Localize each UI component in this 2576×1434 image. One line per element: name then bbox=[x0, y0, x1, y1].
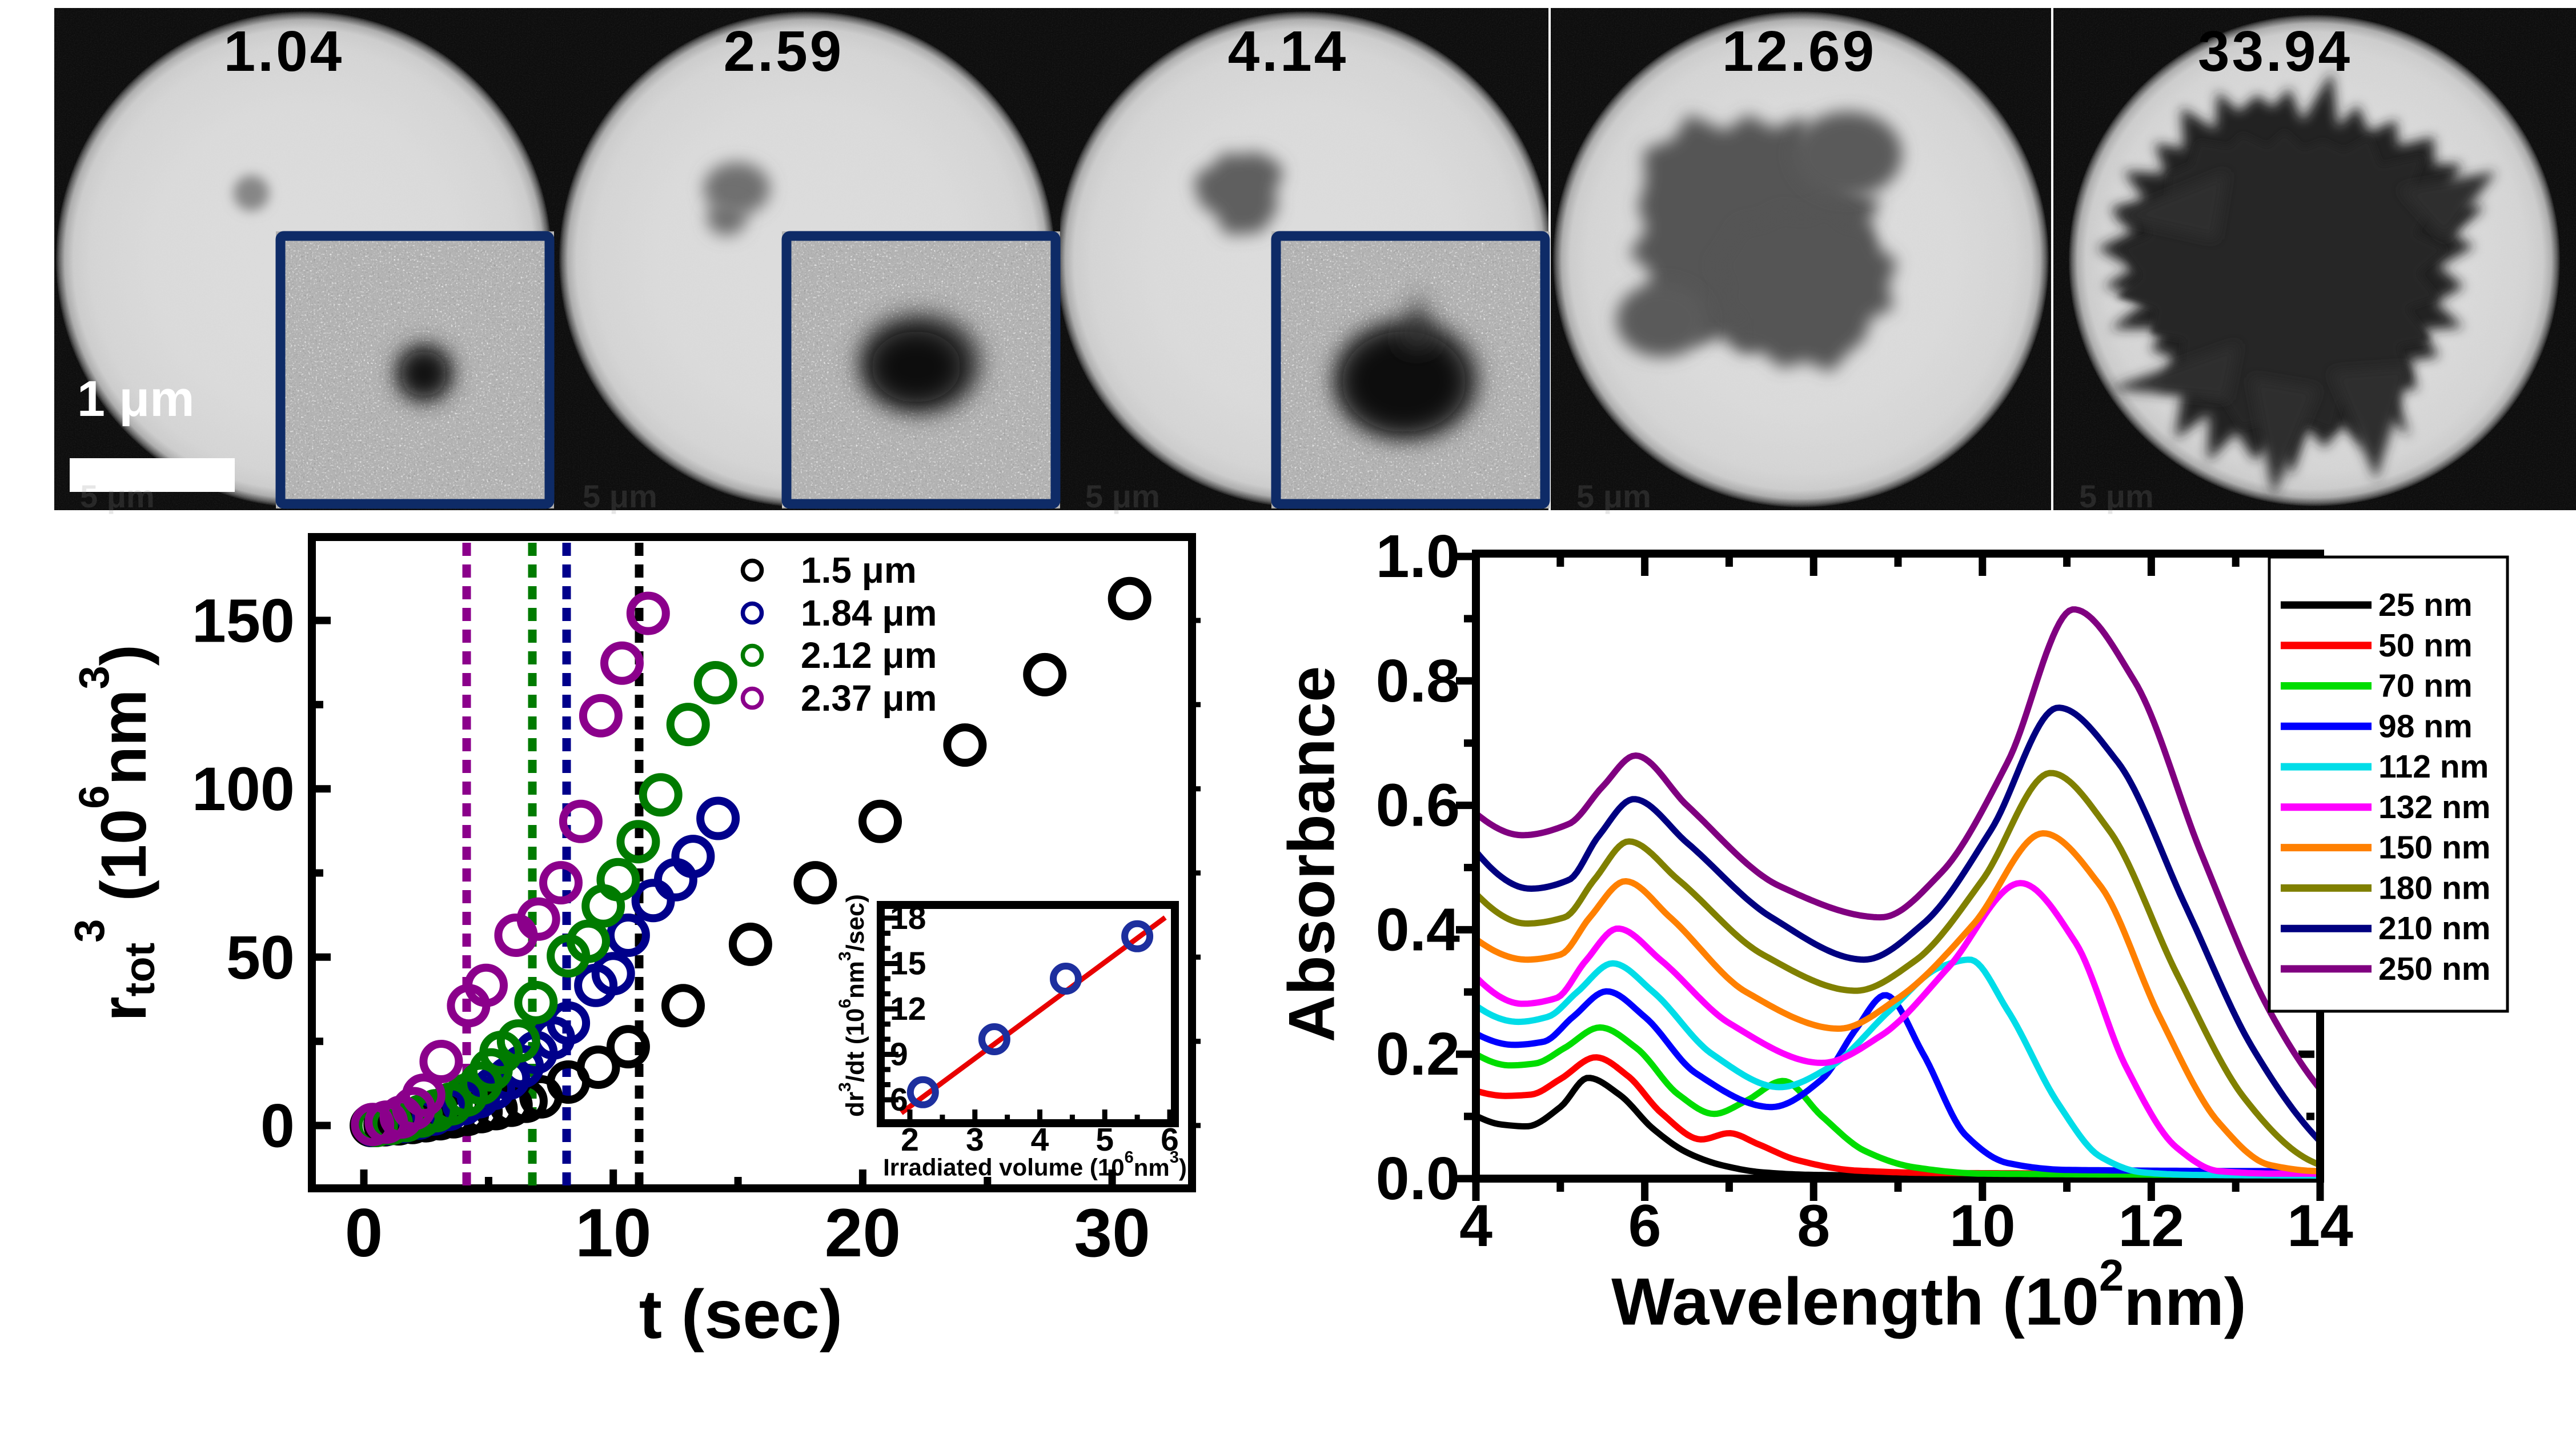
svg-text:Absorbance: Absorbance bbox=[1276, 666, 1349, 1043]
svg-text:0.2: 0.2 bbox=[1376, 1020, 1460, 1088]
svg-text:4: 4 bbox=[1031, 1121, 1049, 1158]
svg-text:4: 4 bbox=[1459, 1193, 1492, 1259]
svg-text:1.04: 1.04 bbox=[224, 19, 344, 83]
svg-text:20: 20 bbox=[825, 1195, 901, 1271]
svg-text:12: 12 bbox=[890, 991, 926, 1027]
svg-text:5 μm: 5 μm bbox=[2079, 478, 2154, 514]
svg-text:2.37 μm: 2.37 μm bbox=[801, 678, 937, 719]
svg-text:5 μm: 5 μm bbox=[1576, 478, 1651, 514]
svg-text:4.14: 4.14 bbox=[1228, 19, 1349, 83]
svg-text:50 nm: 50 nm bbox=[2378, 627, 2473, 664]
svg-text:3: 3 bbox=[966, 1121, 984, 1158]
svg-text:112 nm: 112 nm bbox=[2378, 748, 2489, 785]
svg-text:250 nm: 250 nm bbox=[2378, 951, 2490, 987]
svg-text:180 nm: 180 nm bbox=[2378, 870, 2490, 906]
svg-text:100: 100 bbox=[192, 754, 295, 823]
svg-text:98 nm: 98 nm bbox=[2378, 708, 2473, 744]
svg-text:0.4: 0.4 bbox=[1376, 896, 1460, 963]
svg-text:33.94: 33.94 bbox=[2198, 19, 2352, 83]
svg-text:14: 14 bbox=[2287, 1193, 2353, 1259]
svg-text:15: 15 bbox=[890, 946, 926, 982]
svg-text:25 nm: 25 nm bbox=[2378, 587, 2473, 623]
svg-text:2.12 μm: 2.12 μm bbox=[801, 635, 937, 676]
svg-text:50: 50 bbox=[226, 923, 295, 992]
svg-text:Irradiated volume (106nm3): Irradiated volume (106nm3) bbox=[883, 1148, 1187, 1181]
svg-text:0.8: 0.8 bbox=[1376, 647, 1460, 715]
svg-text:150 nm: 150 nm bbox=[2378, 830, 2490, 866]
svg-text:30: 30 bbox=[1074, 1195, 1150, 1271]
svg-text:12: 12 bbox=[2118, 1193, 2185, 1259]
svg-text:8: 8 bbox=[1797, 1193, 1830, 1259]
svg-text:Wavelength (102nm): Wavelength (102nm) bbox=[1611, 1250, 2246, 1339]
svg-text:1.0: 1.0 bbox=[1376, 523, 1460, 590]
svg-text:10: 10 bbox=[575, 1195, 651, 1271]
svg-text:5 μm: 5 μm bbox=[1085, 478, 1160, 514]
svg-text:70 nm: 70 nm bbox=[2378, 668, 2473, 704]
svg-text:10: 10 bbox=[1949, 1193, 2016, 1259]
svg-text:2: 2 bbox=[901, 1121, 919, 1158]
svg-text:0: 0 bbox=[260, 1091, 295, 1160]
svg-text:12.69: 12.69 bbox=[1722, 19, 1876, 83]
svg-text:0.6: 0.6 bbox=[1376, 772, 1460, 839]
svg-text:5 μm: 5 μm bbox=[80, 478, 155, 514]
svg-text:1.5 μm: 1.5 μm bbox=[801, 550, 917, 591]
svg-text:6: 6 bbox=[1161, 1121, 1179, 1158]
svg-text:dr3/dt (106nm3/sec): dr3/dt (106nm3/sec) bbox=[836, 894, 869, 1117]
svg-text:9: 9 bbox=[890, 1036, 908, 1073]
svg-text:0: 0 bbox=[345, 1195, 383, 1271]
svg-text:132 nm: 132 nm bbox=[2378, 789, 2490, 826]
svg-text:150: 150 bbox=[192, 586, 295, 655]
svg-text:1.84 μm: 1.84 μm bbox=[801, 592, 937, 634]
svg-text:t (sec): t (sec) bbox=[639, 1275, 842, 1353]
svg-text:2.59: 2.59 bbox=[724, 19, 844, 83]
svg-text:6: 6 bbox=[1628, 1193, 1662, 1259]
svg-text:0.0: 0.0 bbox=[1376, 1145, 1460, 1212]
svg-text:1 μm: 1 μm bbox=[77, 370, 194, 427]
svg-text:5 μm: 5 μm bbox=[583, 478, 657, 514]
svg-text:rtot3 (106nm3): rtot3 (106nm3) bbox=[66, 644, 163, 1022]
svg-text:210 nm: 210 nm bbox=[2378, 910, 2490, 947]
svg-text:18: 18 bbox=[890, 900, 926, 936]
svg-text:6: 6 bbox=[890, 1081, 908, 1118]
svg-text:5: 5 bbox=[1096, 1121, 1114, 1158]
